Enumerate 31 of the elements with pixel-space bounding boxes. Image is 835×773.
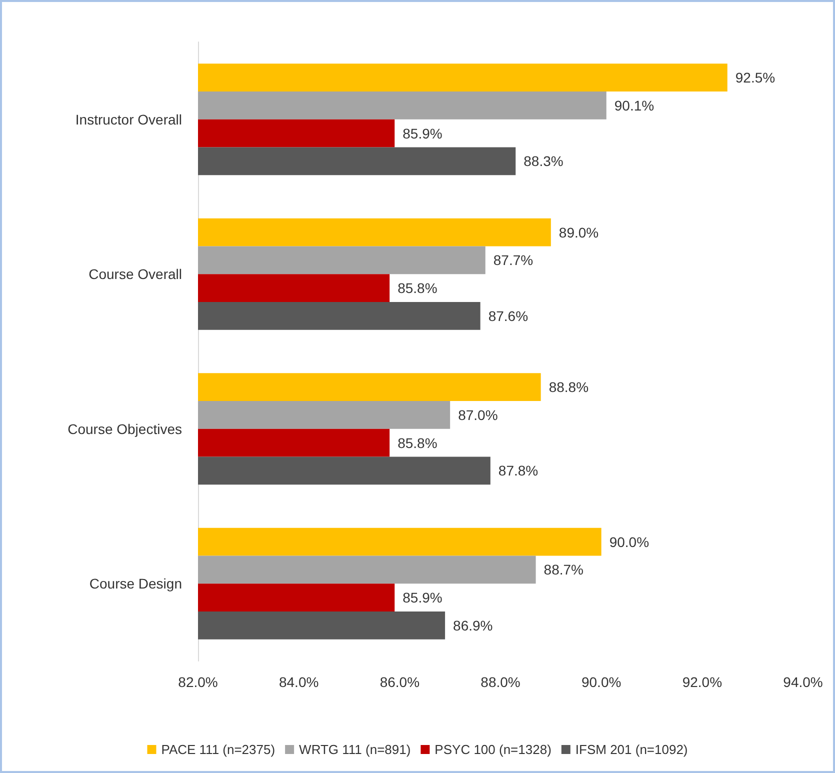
y-tick-label: Instructor Overall (75, 111, 182, 128)
x-tick-label: 92.0% (682, 674, 722, 690)
data-label: 87.0% (458, 406, 498, 423)
data-label: 88.3% (524, 153, 564, 170)
x-tick-label: 82.0% (178, 674, 218, 690)
data-label: 85.8% (398, 280, 438, 296)
legend-label: IFSM 201 (n=1092) (575, 742, 688, 757)
y-tick-label: Course Overall (88, 266, 182, 282)
data-label: 85.9% (402, 125, 442, 142)
data-label: 87.6% (488, 308, 528, 324)
x-tick-label: 90.0% (581, 674, 622, 690)
data-label: 89.0% (558, 224, 599, 240)
data-label: 88.8% (548, 379, 589, 396)
data-label: 90.1% (614, 97, 654, 114)
data-label: 87.7% (493, 252, 534, 268)
data-label: 86.9% (453, 617, 493, 634)
legend-label: PSYC 100 (n=1328) (434, 742, 552, 757)
data-label: 90.0% (609, 534, 650, 550)
x-tick-label: 88.0% (480, 674, 520, 690)
data-label: 88.7% (544, 562, 584, 578)
data-label: 85.8% (398, 434, 438, 451)
data-label: 85.9% (402, 590, 442, 606)
y-tick-label: Course Objectives (68, 420, 182, 437)
data-label: 92.5% (735, 70, 776, 86)
y-tick-label: Course Design (89, 576, 182, 592)
x-tick-label: 94.0% (783, 674, 823, 690)
legend-label: PACE 111 (n=2375) (161, 742, 276, 757)
x-tick-label: 84.0% (278, 674, 319, 690)
data-label: 87.8% (498, 462, 538, 479)
x-tick-label: 86.0% (380, 674, 420, 690)
legend-label: WRTG 111 (n=891) (299, 742, 411, 757)
